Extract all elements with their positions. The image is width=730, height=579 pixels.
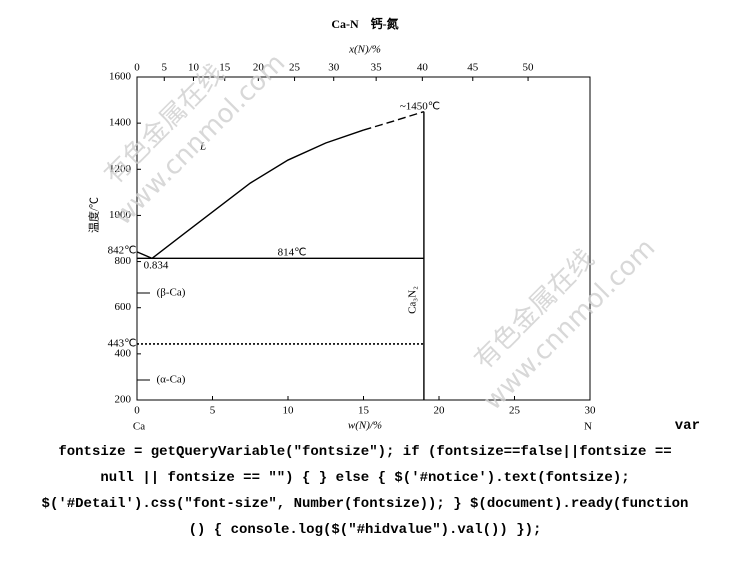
x2-tick-label: 0 xyxy=(134,62,140,74)
x-tick-label: 30 xyxy=(585,405,597,417)
code-line: () { console.log($("#hidvalue").val()) }… xyxy=(188,522,542,538)
y-tick-label: 600 xyxy=(115,301,132,313)
y-tick-label: 1200 xyxy=(109,163,132,175)
annotation: 0.834 xyxy=(144,260,169,272)
annotation: (α-Ca) xyxy=(157,374,186,386)
x-tick-label: 25 xyxy=(509,405,521,417)
annotation: 443℃ xyxy=(108,338,137,350)
x2-tick-label: 45 xyxy=(467,62,479,74)
x-tick-label: 20 xyxy=(434,405,446,417)
x2-tick-label: 25 xyxy=(289,62,301,74)
x-tick-label: 15 xyxy=(358,405,370,417)
x2-tick-label: 30 xyxy=(328,62,340,74)
x2-tick-label: 20 xyxy=(253,62,265,74)
y-tick-label: 200 xyxy=(115,394,132,406)
y-tick-label: 1600 xyxy=(109,71,132,83)
y-tick-label: 1400 xyxy=(109,117,132,129)
y-tick-label: 400 xyxy=(115,347,132,359)
code-line: $('#Detail').css("font-size", Number(fon… xyxy=(41,496,689,512)
x2-tick-label: 35 xyxy=(371,62,383,74)
x-tick-label: 5 xyxy=(210,405,216,417)
x2-tick-label: 10 xyxy=(188,62,200,74)
x-tick-label: 10 xyxy=(283,405,295,417)
x2-tick-label: 50 xyxy=(523,62,535,74)
x2-tick-label: 40 xyxy=(417,62,429,74)
chart-title: Ca-N 钙-氮 xyxy=(331,16,398,31)
annotation: 814℃ xyxy=(278,247,307,259)
annotation: ~1450℃ xyxy=(400,101,440,113)
x-label: w(N)/% xyxy=(348,420,382,432)
phase-line xyxy=(363,110,425,131)
annotation: Ca₃N₂ xyxy=(407,286,419,314)
x2-label: x(N)/% xyxy=(348,44,381,56)
x2-tick-label: 15 xyxy=(219,62,231,74)
annotation: N xyxy=(584,421,592,433)
phase-line xyxy=(136,129,364,260)
y-tick-label: 1000 xyxy=(109,209,132,221)
code-line: var xyxy=(674,418,700,434)
y-tick-label: 800 xyxy=(115,255,132,267)
annotation: Ca xyxy=(133,421,145,433)
code-line: fontsize = getQueryVariable("fontsize");… xyxy=(58,444,672,460)
y-label: 温度/℃ xyxy=(87,197,101,233)
x2-tick-label: 5 xyxy=(162,62,168,74)
x-tick-label: 0 xyxy=(134,405,140,417)
annotation: L xyxy=(199,141,206,153)
code-line: null || fontsize == "") { } else { $('#n… xyxy=(100,470,630,486)
annotation: 842℃ xyxy=(108,245,137,257)
annotation: (β-Ca) xyxy=(157,287,186,299)
